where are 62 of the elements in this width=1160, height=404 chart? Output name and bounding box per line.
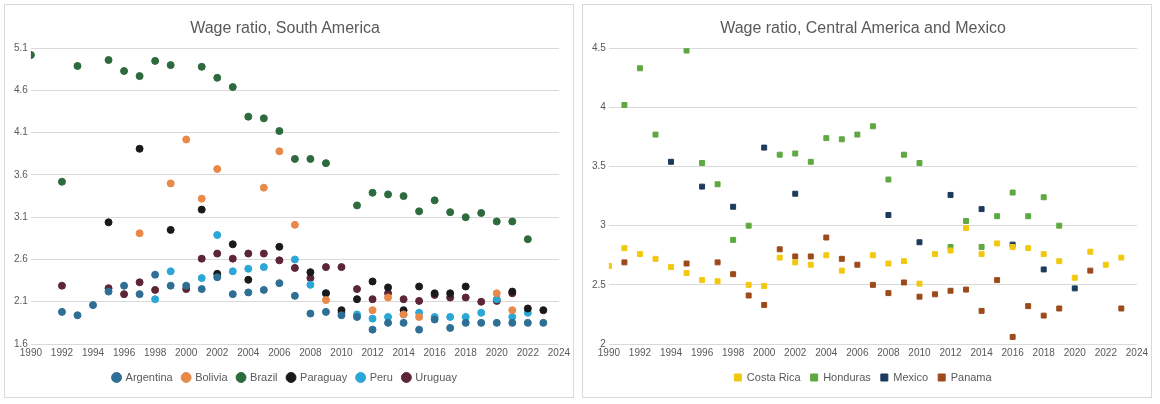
legend-label: Argentina xyxy=(125,370,174,383)
x-tick-label: 2008 xyxy=(299,346,322,358)
x-tick-label: 1992 xyxy=(50,346,74,358)
x-tick-label: 1990 xyxy=(19,346,43,358)
x-tick-label: 1998 xyxy=(144,346,167,358)
y-tick-label: 3.1 xyxy=(14,210,29,222)
y-tick-label: 3.5 xyxy=(592,160,607,172)
y-tick-label: 1.6 xyxy=(14,337,29,349)
y-tick-label: 4.5 xyxy=(592,41,607,53)
legend-label: Panama xyxy=(950,370,993,383)
x-tick-label: 2022 xyxy=(1094,346,1118,358)
legend-label: Costa Rica xyxy=(746,370,802,383)
y-tick-label: 4.6 xyxy=(14,84,29,96)
x-tick-label: 2000 xyxy=(753,346,776,358)
x-tick-label: 2012 xyxy=(939,346,963,358)
y-tick-label: 5.1 xyxy=(14,41,29,53)
x-tick-label: 2010 xyxy=(330,346,354,358)
x-tick-label: 1994 xyxy=(81,346,105,358)
legend-label: Uruguay xyxy=(415,370,458,383)
chart-title: Wage ratio, Central America and Mexico xyxy=(720,19,1006,37)
x-tick-label: 2024 xyxy=(1125,346,1149,358)
x-tick-label: 1996 xyxy=(112,346,136,358)
y-tick-label: 3.6 xyxy=(14,168,29,180)
x-tick-label: 2018 xyxy=(1032,346,1056,358)
x-tick-label: 2012 xyxy=(361,346,385,358)
legend-label: Bolivia xyxy=(195,370,229,383)
y-tick-label: 3 xyxy=(600,219,607,231)
y-tick-label: 2.5 xyxy=(592,278,607,290)
x-tick-label: 2020 xyxy=(485,346,509,358)
x-tick-label: 1994 xyxy=(659,346,683,358)
y-tick-label: 4 xyxy=(600,101,607,113)
x-tick-label: 2016 xyxy=(1001,346,1025,358)
x-tick-label: 2016 xyxy=(423,346,447,358)
x-tick-label: 2022 xyxy=(516,346,540,358)
x-tick-label: 2008 xyxy=(877,346,900,358)
x-tick-label: 2010 xyxy=(908,346,932,358)
x-tick-label: 2020 xyxy=(1063,346,1087,358)
legend-label: Honduras xyxy=(823,370,872,383)
y-tick-label: 4.1 xyxy=(14,126,29,138)
legend-label: Mexico xyxy=(893,370,929,383)
x-tick-label: 1998 xyxy=(722,346,745,358)
x-tick-label: 1996 xyxy=(690,346,714,358)
x-tick-label: 2000 xyxy=(175,346,198,358)
x-tick-label: 1992 xyxy=(628,346,652,358)
x-tick-label: 2006 xyxy=(268,346,291,358)
x-tick-label: 2018 xyxy=(454,346,478,358)
legend-label: Paraguay xyxy=(300,370,348,383)
x-tick-label: 2002 xyxy=(784,346,807,358)
legend-label: Peru xyxy=(369,370,393,383)
x-tick-label: 2014 xyxy=(392,346,416,358)
y-tick-label: 2.1 xyxy=(14,295,29,307)
x-tick-label: 2004 xyxy=(237,346,260,358)
y-tick-label: 2 xyxy=(600,337,607,349)
y-tick-label: 2.6 xyxy=(14,253,29,265)
x-tick-label: 2002 xyxy=(206,346,229,358)
x-tick-label: 1990 xyxy=(597,346,621,358)
x-tick-label: 2014 xyxy=(970,346,994,358)
x-tick-label: 2004 xyxy=(815,346,838,358)
x-tick-label: 2024 xyxy=(547,346,571,358)
x-tick-label: 2006 xyxy=(846,346,869,358)
legend-label: Brazil xyxy=(250,370,278,383)
chart-title: Wage ratio, South America xyxy=(190,19,380,37)
